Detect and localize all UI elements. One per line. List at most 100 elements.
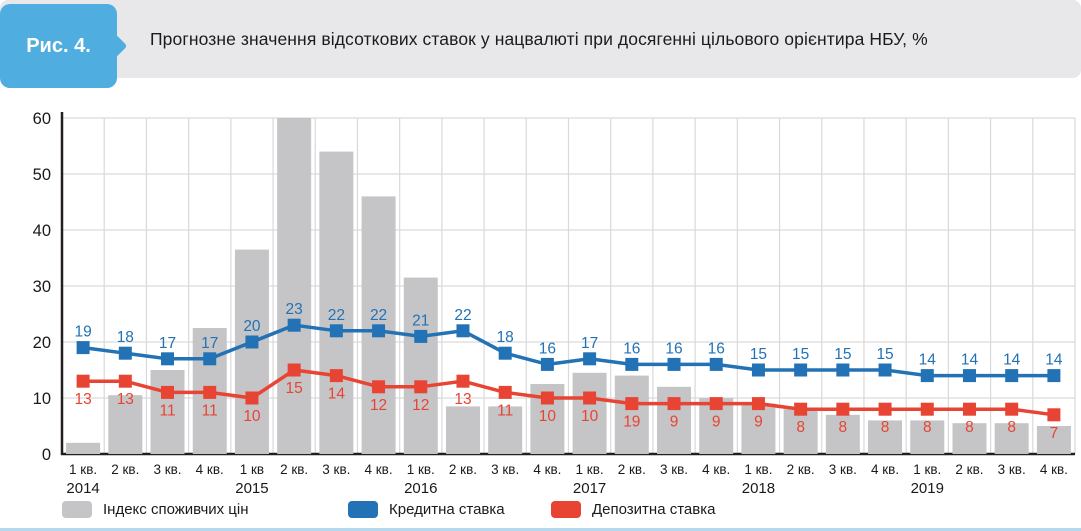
- svg-text:8: 8: [881, 419, 890, 436]
- svg-text:60: 60: [33, 110, 51, 128]
- svg-text:15: 15: [286, 380, 303, 397]
- svg-text:8: 8: [1007, 419, 1016, 436]
- svg-text:3 кв.: 3 кв.: [153, 462, 181, 477]
- svg-text:8: 8: [839, 419, 848, 436]
- svg-text:14: 14: [1003, 352, 1021, 369]
- svg-text:19: 19: [74, 324, 91, 341]
- svg-text:1 кв.: 1 кв.: [744, 462, 772, 477]
- svg-text:11: 11: [159, 402, 175, 419]
- svg-text:4 кв.: 4 кв.: [196, 462, 224, 477]
- gridlines: [62, 117, 1076, 454]
- svg-text:4 кв.: 4 кв.: [702, 462, 730, 477]
- svg-text:1 кв.: 1 кв.: [576, 462, 604, 477]
- svg-text:13: 13: [454, 391, 471, 408]
- svg-text:13: 13: [74, 391, 91, 408]
- legend-label-cpi: Індекс споживчих цін: [103, 500, 249, 518]
- svg-text:3 кв.: 3 кв.: [829, 462, 857, 477]
- svg-text:40: 40: [33, 222, 51, 240]
- svg-text:11: 11: [202, 402, 218, 419]
- svg-text:2 кв.: 2 кв.: [449, 462, 477, 477]
- chart-legend: Індекс споживчих цін Кредитна ставка Деп…: [0, 495, 1081, 523]
- axis-tick-labels: 0 10 20 30 40 50 60 1 кв. 2 кв. 3 кв. 4 кв. 1 кв 2 к…: [33, 110, 1068, 495]
- svg-text:14: 14: [961, 352, 979, 369]
- svg-text:2 кв.: 2 кв.: [787, 462, 815, 477]
- svg-text:10: 10: [539, 408, 557, 425]
- svg-text:16: 16: [539, 340, 556, 357]
- svg-text:11: 11: [497, 402, 513, 419]
- svg-text:12: 12: [370, 397, 387, 414]
- svg-text:9: 9: [670, 414, 679, 431]
- svg-text:9: 9: [754, 414, 763, 431]
- svg-text:22: 22: [328, 307, 345, 324]
- deposit-rate-legend-swatch-icon: [551, 500, 581, 518]
- figure-badge: Рис. 4.: [0, 4, 128, 88]
- svg-text:14: 14: [1045, 352, 1063, 369]
- svg-text:4 кв.: 4 кв.: [1040, 462, 1068, 477]
- figure-title: Прогнозне значення відсоткових ставок у …: [150, 28, 928, 49]
- figure-badge-label: Рис. 4.: [26, 34, 91, 57]
- svg-text:13: 13: [117, 391, 134, 408]
- axes: [60, 112, 1075, 456]
- legend-label-credit-rate: Кредитна ставка: [389, 500, 505, 518]
- svg-text:19: 19: [623, 414, 640, 431]
- svg-text:16: 16: [708, 340, 725, 357]
- credit-rate-legend-swatch-icon: [348, 500, 378, 518]
- svg-text:1 кв.: 1 кв.: [913, 462, 941, 477]
- svg-text:17: 17: [581, 335, 598, 352]
- svg-text:4 кв.: 4 кв.: [365, 462, 393, 477]
- legend-item-cpi: Індекс споживчих цін: [62, 495, 249, 523]
- svg-text:14: 14: [919, 352, 937, 369]
- svg-text:50: 50: [33, 166, 51, 184]
- legend-item-deposit-rate: Депозитна ставка: [551, 495, 715, 523]
- legend-item-credit-rate: Кредитна ставка: [348, 495, 505, 523]
- svg-text:17: 17: [159, 335, 176, 352]
- svg-text:2014: 2014: [66, 480, 99, 495]
- svg-text:2018: 2018: [742, 480, 775, 495]
- svg-text:2016: 2016: [404, 480, 437, 495]
- svg-text:2017: 2017: [573, 480, 606, 495]
- svg-text:1 кв.: 1 кв.: [69, 462, 97, 477]
- svg-text:17: 17: [201, 335, 218, 352]
- svg-text:22: 22: [454, 307, 471, 324]
- svg-text:0: 0: [42, 446, 51, 464]
- svg-text:2015: 2015: [235, 480, 268, 495]
- header-band: Прогнозне значення відсоткових ставок у …: [0, 0, 1081, 78]
- svg-text:2 кв.: 2 кв.: [955, 462, 983, 477]
- svg-text:16: 16: [665, 340, 682, 357]
- svg-text:14: 14: [328, 386, 346, 403]
- svg-text:30: 30: [33, 278, 51, 296]
- svg-text:12: 12: [412, 397, 429, 414]
- svg-text:15: 15: [876, 346, 893, 363]
- svg-text:7: 7: [1050, 425, 1059, 442]
- value-labels: 19 18 17 17 20 23 22 22 21 22 18 16 17 16 16 16 15 15 15 15…: [74, 301, 1062, 442]
- svg-text:4 кв.: 4 кв.: [533, 462, 561, 477]
- svg-text:3 кв.: 3 кв.: [998, 462, 1026, 477]
- cpi-legend-swatch-icon: [62, 500, 92, 518]
- svg-text:8: 8: [923, 419, 932, 436]
- svg-text:10: 10: [243, 408, 261, 425]
- svg-text:9: 9: [712, 414, 721, 431]
- svg-text:16: 16: [623, 340, 640, 357]
- svg-text:3 кв.: 3 кв.: [491, 462, 519, 477]
- svg-text:3 кв.: 3 кв.: [322, 462, 350, 477]
- svg-text:1 кв.: 1 кв.: [407, 462, 435, 477]
- svg-text:1 кв: 1 кв: [240, 462, 264, 477]
- svg-text:2019: 2019: [911, 480, 944, 495]
- svg-text:4 кв.: 4 кв.: [871, 462, 899, 477]
- svg-text:8: 8: [796, 419, 805, 436]
- svg-text:23: 23: [286, 301, 303, 318]
- legend-label-deposit-rate: Депозитна ставка: [592, 500, 716, 518]
- svg-text:2 кв.: 2 кв.: [111, 462, 139, 477]
- bottom-accent-border: [0, 528, 1081, 531]
- svg-text:18: 18: [497, 329, 514, 346]
- svg-text:15: 15: [792, 346, 809, 363]
- svg-text:22: 22: [370, 307, 387, 324]
- svg-text:2 кв.: 2 кв.: [280, 462, 308, 477]
- chart-canvas: 19 18 17 17 20 23 22 22 21 22 18 16 17 16 16 16 15 15 15 15…: [33, 110, 1076, 495]
- svg-text:15: 15: [750, 346, 767, 363]
- svg-text:8: 8: [965, 419, 974, 436]
- svg-text:18: 18: [117, 329, 134, 346]
- rate-lines: [76, 318, 1061, 422]
- svg-text:10: 10: [33, 390, 51, 408]
